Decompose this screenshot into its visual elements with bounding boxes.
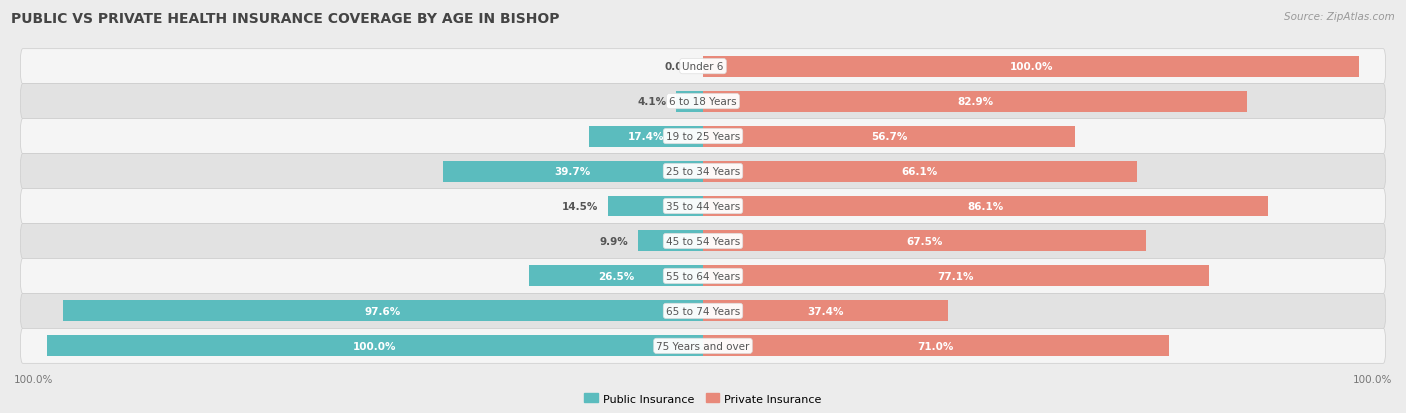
Text: 25 to 34 Years: 25 to 34 Years bbox=[666, 166, 740, 177]
FancyBboxPatch shape bbox=[21, 329, 1385, 363]
Text: 100.0%: 100.0% bbox=[14, 375, 53, 385]
Text: 26.5%: 26.5% bbox=[598, 271, 634, 281]
Text: 9.9%: 9.9% bbox=[599, 236, 628, 247]
Bar bbox=[703, 231, 1146, 252]
Bar bbox=[589, 126, 703, 147]
Bar bbox=[638, 231, 703, 252]
Text: 100.0%: 100.0% bbox=[353, 341, 396, 351]
Text: 82.9%: 82.9% bbox=[957, 97, 993, 107]
Text: 35 to 44 Years: 35 to 44 Years bbox=[666, 202, 740, 211]
Bar bbox=[63, 301, 703, 322]
Text: PUBLIC VS PRIVATE HEALTH INSURANCE COVERAGE BY AGE IN BISHOP: PUBLIC VS PRIVATE HEALTH INSURANCE COVER… bbox=[11, 12, 560, 26]
FancyBboxPatch shape bbox=[21, 259, 1385, 294]
FancyBboxPatch shape bbox=[21, 189, 1385, 224]
Bar bbox=[703, 301, 949, 322]
Bar bbox=[703, 91, 1247, 112]
Text: 6 to 18 Years: 6 to 18 Years bbox=[669, 97, 737, 107]
Bar bbox=[443, 161, 703, 182]
Text: 71.0%: 71.0% bbox=[918, 341, 955, 351]
Bar bbox=[703, 126, 1076, 147]
Bar bbox=[703, 335, 1168, 356]
Bar bbox=[703, 57, 1360, 78]
Text: 56.7%: 56.7% bbox=[870, 132, 907, 142]
Text: 97.6%: 97.6% bbox=[364, 306, 401, 316]
Bar bbox=[703, 161, 1136, 182]
Text: 37.4%: 37.4% bbox=[807, 306, 844, 316]
Text: 39.7%: 39.7% bbox=[554, 166, 591, 177]
Text: 55 to 64 Years: 55 to 64 Years bbox=[666, 271, 740, 281]
FancyBboxPatch shape bbox=[21, 119, 1385, 154]
Text: 17.4%: 17.4% bbox=[627, 132, 664, 142]
FancyBboxPatch shape bbox=[21, 154, 1385, 189]
Text: 19 to 25 Years: 19 to 25 Years bbox=[666, 132, 740, 142]
Bar bbox=[529, 266, 703, 287]
Text: 65 to 74 Years: 65 to 74 Years bbox=[666, 306, 740, 316]
Text: 100.0%: 100.0% bbox=[1010, 62, 1053, 72]
Text: 77.1%: 77.1% bbox=[938, 271, 974, 281]
Text: 67.5%: 67.5% bbox=[907, 236, 942, 247]
Text: 14.5%: 14.5% bbox=[561, 202, 598, 211]
Bar bbox=[703, 266, 1209, 287]
Text: 4.1%: 4.1% bbox=[637, 97, 666, 107]
FancyBboxPatch shape bbox=[21, 50, 1385, 84]
Text: Source: ZipAtlas.com: Source: ZipAtlas.com bbox=[1284, 12, 1395, 22]
Legend: Public Insurance, Private Insurance: Public Insurance, Private Insurance bbox=[579, 389, 827, 408]
Bar bbox=[703, 196, 1268, 217]
Text: 45 to 54 Years: 45 to 54 Years bbox=[666, 236, 740, 247]
FancyBboxPatch shape bbox=[21, 84, 1385, 119]
FancyBboxPatch shape bbox=[21, 224, 1385, 259]
Text: 66.1%: 66.1% bbox=[901, 166, 938, 177]
Text: 86.1%: 86.1% bbox=[967, 202, 1004, 211]
Bar bbox=[46, 335, 703, 356]
Text: Under 6: Under 6 bbox=[682, 62, 724, 72]
Text: 100.0%: 100.0% bbox=[1353, 375, 1392, 385]
Text: 75 Years and over: 75 Years and over bbox=[657, 341, 749, 351]
Bar bbox=[607, 196, 703, 217]
Bar bbox=[676, 91, 703, 112]
FancyBboxPatch shape bbox=[21, 294, 1385, 329]
Text: 0.0%: 0.0% bbox=[664, 62, 693, 72]
